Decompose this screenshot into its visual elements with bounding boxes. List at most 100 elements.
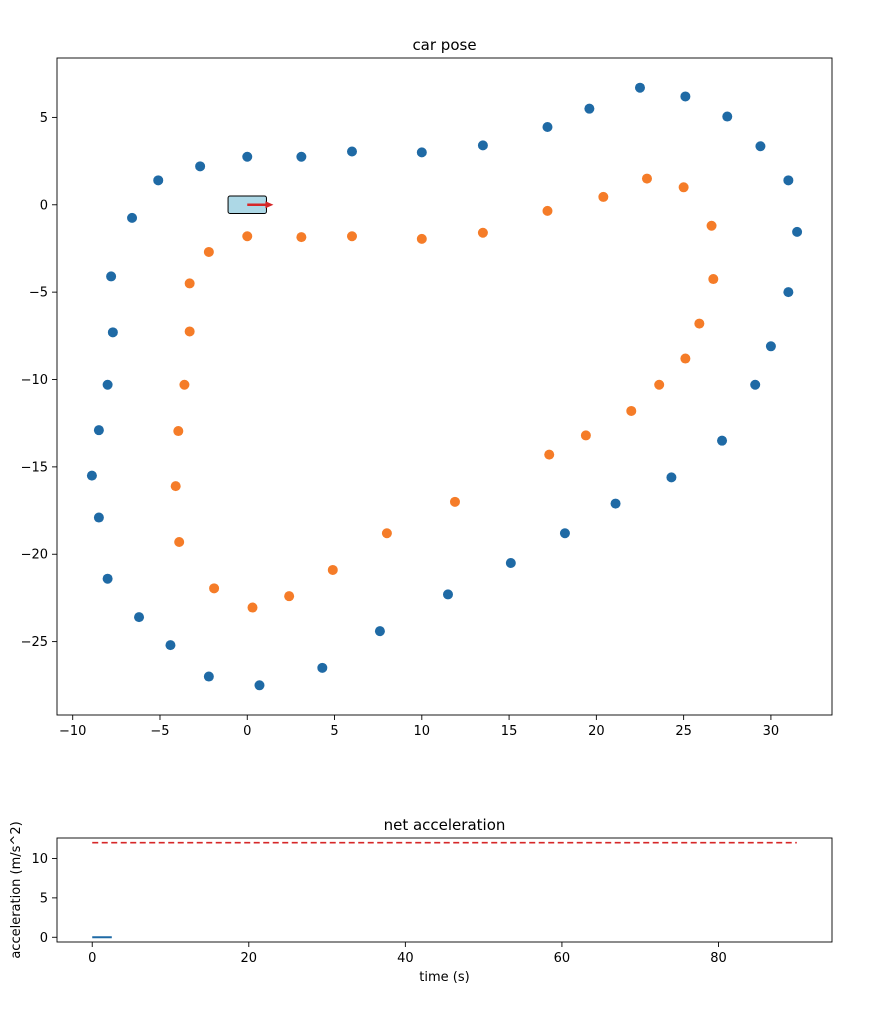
outer-boundary-point <box>792 226 803 237</box>
inner-boundary-point <box>449 496 460 507</box>
inner-boundary-point <box>209 583 220 594</box>
outer-boundary-point <box>127 212 138 223</box>
outer-boundary-point <box>134 612 145 623</box>
y-tick-label: 5 <box>40 111 48 126</box>
y-tick-label: −10 <box>21 373 48 388</box>
outer-boundary-point <box>542 122 553 133</box>
y-tick-label: −25 <box>21 635 48 650</box>
car-pose-ticks: −10 −5 0 5 10 15 20 25 30 5 0 −5 −10 −15 −20 −25 <box>21 111 780 739</box>
outer-boundary-point <box>722 111 733 122</box>
y-tick-label: −15 <box>21 460 48 475</box>
x-tick-label: 15 <box>501 724 518 739</box>
x-tick-label: 30 <box>763 724 780 739</box>
outer-boundary-point <box>634 82 645 93</box>
inner-boundary-point <box>242 231 253 242</box>
inner-boundary-point <box>179 379 190 390</box>
y-tick-label: 10 <box>31 852 48 867</box>
outer-boundary-point <box>717 435 728 446</box>
car-pose-axes-frame <box>56 57 833 716</box>
x-tick-label: −5 <box>150 724 169 739</box>
x-tick-label: 5 <box>330 724 338 739</box>
outer-boundary-point <box>317 662 328 673</box>
outer-boundary-point <box>783 287 794 298</box>
inner-boundary-point <box>203 246 214 257</box>
inner-boundary-point <box>170 481 181 492</box>
car-marker <box>227 195 274 215</box>
outer-boundary-point <box>755 141 766 152</box>
x-tick-label: −10 <box>59 724 86 739</box>
x-tick-label: 0 <box>88 951 96 966</box>
inner-boundary-point <box>477 227 488 238</box>
net-acceleration-axes-frame <box>56 837 833 943</box>
outer-boundary-point <box>477 140 488 151</box>
inner-boundary-point <box>184 278 195 289</box>
outer-boundary-point <box>102 573 113 584</box>
outer-boundary-point <box>203 671 214 682</box>
outer-boundary-point <box>102 379 113 390</box>
x-tick-label: 10 <box>414 724 431 739</box>
y-tick-label: 0 <box>40 198 48 213</box>
car-pose-title: car pose <box>412 36 476 54</box>
inner-boundary-point <box>184 326 195 337</box>
inner-boundary-point <box>544 449 555 460</box>
inner-boundary-point <box>296 232 307 243</box>
outer-boundary-point <box>195 161 206 172</box>
outer-boundary-point <box>610 498 621 509</box>
inner-boundary-point <box>327 564 338 575</box>
net-acceleration-ylabel: acceleration (m/s^2) <box>9 821 24 958</box>
y-tick-label: −5 <box>29 286 48 301</box>
outer-boundary-point <box>242 151 253 162</box>
inner-boundary-point <box>542 205 553 216</box>
outer-boundary-point <box>750 379 761 390</box>
inner-boundary-point <box>598 191 609 202</box>
outer-boundary-point <box>783 175 794 186</box>
inner-boundary-point <box>641 173 652 184</box>
y-tick-label: 5 <box>40 891 48 906</box>
inner-boundary-point <box>284 591 295 602</box>
x-tick-label: 20 <box>588 724 605 739</box>
x-tick-label: 60 <box>554 951 571 966</box>
inner-boundary-point <box>708 274 719 285</box>
outer-boundary-point <box>296 151 307 162</box>
outer-boundary-point <box>153 175 164 186</box>
inner-boundary-point <box>174 537 185 548</box>
outer-boundary-point <box>86 470 97 481</box>
net-acceleration-title: net acceleration <box>384 816 506 834</box>
inner-boundary-point <box>706 220 717 231</box>
y-tick-label: −20 <box>21 548 48 563</box>
car-pose-chart: car pose −10 −5 0 5 10 15 20 25 3050−5−10−15−20−… <box>21 36 833 739</box>
inner-boundary-point <box>247 602 258 613</box>
inner-boundary-point <box>654 379 665 390</box>
x-tick-label: 25 <box>675 724 692 739</box>
outer-boundary-point <box>107 327 118 338</box>
net-acceleration-ticks: 0 20 40 60 80 10 5 0 <box>31 852 726 966</box>
inner-boundary-point <box>694 318 705 329</box>
outer-boundary-point <box>165 640 176 651</box>
outer-boundary-point <box>254 680 265 691</box>
outer-boundary-point <box>374 626 385 637</box>
inner-boundary-point <box>346 231 357 242</box>
car-heading-arrowhead <box>265 201 274 209</box>
outer-boundary-point <box>93 512 104 523</box>
inner-boundary-point <box>680 353 691 364</box>
car-pose-points <box>86 82 803 691</box>
outer-boundary-point <box>416 147 427 158</box>
net-acceleration-xlabel: time (s) <box>419 970 469 985</box>
x-tick-label: 80 <box>710 951 727 966</box>
outer-boundary-point <box>442 589 453 600</box>
inner-boundary-point <box>678 182 689 193</box>
outer-boundary-point <box>765 341 776 352</box>
inner-boundary-point <box>626 405 637 416</box>
outer-boundary-point <box>346 146 357 157</box>
inner-boundary-point <box>580 430 591 441</box>
net-acceleration-lines <box>92 841 797 939</box>
x-tick-label: 40 <box>397 951 414 966</box>
outer-boundary-point <box>106 271 117 282</box>
inner-boundary-point <box>381 528 392 539</box>
outer-boundary-point <box>680 91 691 102</box>
x-tick-label: 20 <box>241 951 258 966</box>
outer-boundary-point <box>93 425 104 436</box>
inner-boundary-point <box>416 233 427 244</box>
